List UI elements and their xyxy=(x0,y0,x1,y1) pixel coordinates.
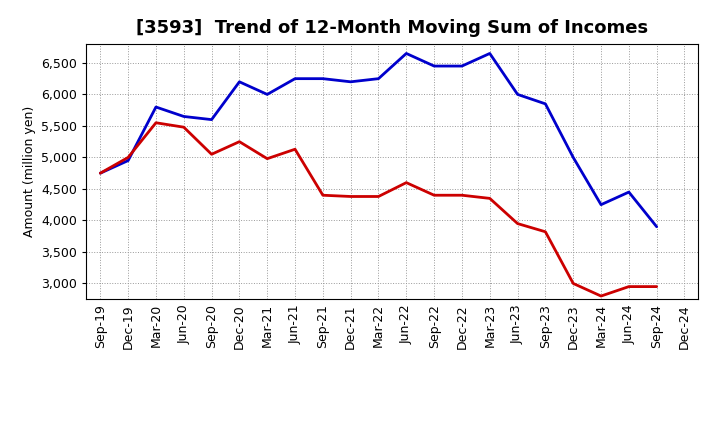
Net Income xyxy=(291,147,300,152)
Ordinary Income xyxy=(96,171,104,176)
Net Income xyxy=(346,194,355,199)
Net Income xyxy=(652,284,661,289)
Ordinary Income xyxy=(541,101,550,106)
Ordinary Income xyxy=(485,51,494,56)
Net Income xyxy=(430,193,438,198)
Ordinary Income xyxy=(263,92,271,97)
Net Income xyxy=(207,152,216,157)
Ordinary Income xyxy=(597,202,606,207)
Ordinary Income xyxy=(291,76,300,81)
Net Income xyxy=(152,120,161,125)
Net Income xyxy=(458,193,467,198)
Legend: Ordinary Income, Net Income: Ordinary Income, Net Income xyxy=(233,439,552,440)
Ordinary Income xyxy=(152,104,161,110)
Net Income xyxy=(263,156,271,161)
Ordinary Income xyxy=(318,76,327,81)
Net Income xyxy=(235,139,243,144)
Ordinary Income xyxy=(569,155,577,160)
Ordinary Income xyxy=(624,190,633,195)
Ordinary Income xyxy=(652,224,661,229)
Net Income xyxy=(124,155,132,160)
Ordinary Income xyxy=(430,63,438,69)
Net Income xyxy=(318,193,327,198)
Line: Ordinary Income: Ordinary Income xyxy=(100,53,657,227)
Net Income xyxy=(597,293,606,299)
Ordinary Income xyxy=(235,79,243,84)
Ordinary Income xyxy=(346,79,355,84)
Ordinary Income xyxy=(513,92,522,97)
Net Income xyxy=(513,221,522,226)
Net Income xyxy=(624,284,633,289)
Ordinary Income xyxy=(458,63,467,69)
Ordinary Income xyxy=(124,158,132,163)
Net Income xyxy=(374,194,383,199)
Net Income xyxy=(569,281,577,286)
Ordinary Income xyxy=(374,76,383,81)
Title: [3593]  Trend of 12-Month Moving Sum of Incomes: [3593] Trend of 12-Month Moving Sum of I… xyxy=(136,19,649,37)
Net Income xyxy=(541,229,550,235)
Net Income xyxy=(485,196,494,201)
Line: Net Income: Net Income xyxy=(100,123,657,296)
Net Income xyxy=(96,171,104,176)
Y-axis label: Amount (million yen): Amount (million yen) xyxy=(23,106,36,237)
Net Income xyxy=(179,125,188,130)
Net Income xyxy=(402,180,410,185)
Ordinary Income xyxy=(179,114,188,119)
Ordinary Income xyxy=(402,51,410,56)
Ordinary Income xyxy=(207,117,216,122)
